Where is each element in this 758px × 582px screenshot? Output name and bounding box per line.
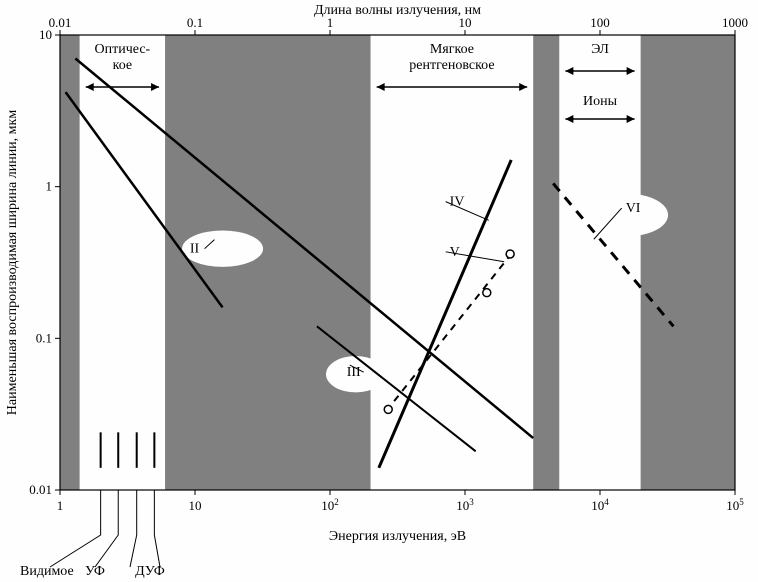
line-label: VI [626, 201, 641, 216]
sub-label: ДУФ [135, 564, 165, 579]
tick-label-bottom: 102 [321, 497, 339, 513]
band-edge-left [60, 35, 80, 490]
band-soft-xray [371, 35, 534, 490]
tick-label-left: 1 [46, 179, 53, 194]
tick-label-bottom: 1 [57, 498, 64, 513]
chart-svg: Оптичес-коеМягкоерентгеновскоеЭЛИоныIIII… [0, 0, 758, 582]
band-label2: Ионы [583, 94, 618, 109]
marker [384, 405, 392, 413]
band-gap3 [641, 35, 735, 490]
tick-label-bottom: 105 [726, 497, 744, 513]
band-optical [80, 35, 165, 490]
sub-leader [154, 490, 160, 567]
sub-label: Видимое [20, 564, 74, 579]
axis-label-left: Наименьшая воспроизводимая ширина линии,… [5, 110, 20, 416]
band-label: ЭЛ [591, 42, 609, 57]
tick-label-bottom: 103 [456, 497, 474, 513]
sub-label: УФ [85, 564, 105, 579]
tick-label-left: 0.1 [36, 330, 52, 345]
tick-label-top: 100 [590, 15, 610, 30]
region-label: II [190, 242, 200, 257]
axis-label-bottom: Энергия излучения, эВ [329, 529, 466, 544]
band-label: Мягкое [430, 42, 474, 57]
chart-root: Оптичес-коеМягкоерентгеновскоеЭЛИоныIIII… [0, 0, 758, 582]
tick-label-bottom: 10 [189, 498, 202, 513]
band-gap1 [165, 35, 371, 490]
band-label: Оптичес- [95, 42, 151, 57]
line-label: IV [450, 195, 465, 210]
tick-label-top: 1000 [722, 15, 748, 30]
tick-label-top: 0.1 [187, 15, 203, 30]
sub-leader [130, 490, 137, 567]
marker [506, 250, 514, 258]
tick-label-bottom: 104 [591, 497, 609, 513]
tick-label-top: 0.01 [49, 15, 72, 30]
sub-leader [95, 490, 118, 567]
band-gap2 [533, 35, 559, 490]
marker [483, 289, 491, 297]
tick-label-left: 0.01 [29, 482, 52, 497]
tick-label-left: 10 [39, 27, 52, 42]
band-label: рентгеновское [409, 58, 494, 73]
band-label: кое [113, 58, 132, 73]
axis-label-top: Длина волны излучения, нм [314, 3, 481, 18]
